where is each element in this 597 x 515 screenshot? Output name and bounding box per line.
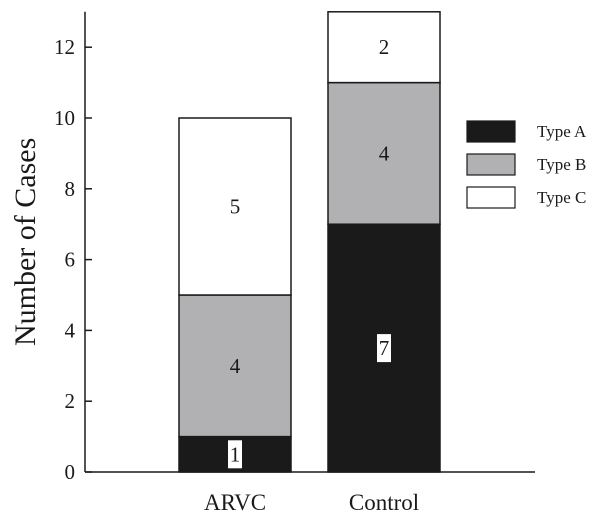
data-label: 2	[379, 35, 390, 59]
y-tick-label: 12	[54, 35, 75, 59]
x-category-label: Control	[349, 490, 419, 515]
y-axis-title: Number of Cases	[9, 138, 42, 346]
legend-swatch	[466, 186, 516, 209]
data-label: 7	[379, 336, 390, 360]
data-label-box	[228, 440, 242, 469]
bar-segment	[178, 117, 292, 296]
legend-label: Type A	[537, 122, 587, 141]
y-tick-label: 8	[65, 177, 76, 201]
y-tick-label: 4	[65, 318, 76, 342]
data-label-box	[377, 334, 391, 363]
legend-swatch	[466, 153, 516, 176]
y-tick-label: 0	[65, 460, 76, 484]
x-category-label: ARVC	[204, 490, 266, 515]
data-label: 5	[230, 195, 241, 219]
bar-segment	[327, 11, 441, 84]
y-tick-label: 6	[65, 248, 76, 272]
bar-segment	[178, 294, 292, 438]
data-label: 4	[379, 141, 390, 165]
legend-label: Type C	[537, 188, 586, 207]
legend-swatch	[466, 120, 516, 143]
data-label: 4	[230, 354, 241, 378]
data-label: 1	[230, 442, 241, 466]
y-tick-label: 2	[65, 389, 76, 413]
y-tick-label: 10	[54, 106, 75, 130]
legend-label: Type B	[537, 155, 586, 174]
